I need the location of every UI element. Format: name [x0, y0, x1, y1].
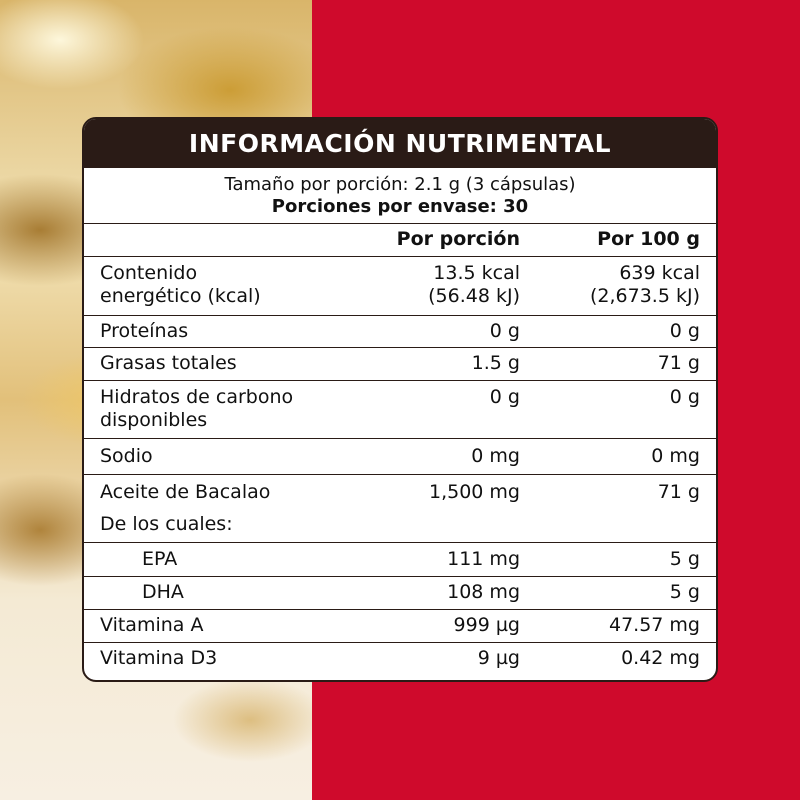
per-serving-value: 0 g: [489, 386, 520, 408]
per-100g-value: 639 kcal (2,673.5 kJ): [590, 262, 700, 307]
row-sublabel: De los cuales:: [100, 513, 233, 535]
per-serving-value: 13.5 kcal (56.48 kJ): [428, 262, 520, 307]
row-label: Sodio: [100, 445, 153, 467]
row-label: Contenido energético (kcal): [100, 262, 261, 307]
per-serving-value: 0 mg: [471, 445, 520, 467]
serving-info: Tamaño por porción: 2.1 g (3 cápsulas) P…: [84, 168, 716, 224]
per-100g-value: 0 g: [669, 320, 700, 342]
per-serving-value: 9 µg: [477, 647, 520, 669]
per-serving-value: 111 mg: [447, 548, 520, 570]
per-100g-value: 71 g: [657, 481, 700, 503]
table-row-vitamin-a: Vitamina A 999 µg 47.57 mg: [84, 610, 716, 643]
table-row-energy: Contenido energético (kcal) 13.5 kcal (56.…: [84, 257, 716, 316]
serving-size: Tamaño por porción: 2.1 g (3 cápsulas): [224, 174, 576, 195]
per-100g-value: 0 mg: [651, 445, 700, 467]
column-header-row: Por porción Por 100 g: [84, 224, 716, 257]
per-100g-value: 71 g: [657, 352, 700, 374]
table-row-sodium: Sodio 0 mg 0 mg: [84, 439, 716, 475]
row-label: Vitamina A: [100, 614, 204, 636]
column-header-per-serving: Por porción: [396, 228, 520, 250]
row-label: Hidratos de carbono disponibles: [100, 386, 294, 431]
per-100g-value: 0.42 mg: [621, 647, 700, 669]
table-row-vitamin-d3: Vitamina D3 9 µg 0.42 mg: [84, 643, 716, 679]
servings-per-container: Porciones por envase: 30: [271, 196, 529, 217]
per-serving-value: 999 µg: [453, 614, 520, 636]
row-label: Aceite de Bacalao: [100, 481, 271, 503]
row-label: EPA: [142, 548, 178, 570]
table-row-cod-liver-oil: Aceite de Bacalao 1,500 mg 71 g De los c…: [84, 475, 716, 543]
row-label: Proteínas: [100, 320, 189, 342]
row-label: Grasas totales: [100, 352, 237, 374]
per-serving-value: 1,500 mg: [428, 481, 520, 503]
per-100g-value: 47.57 mg: [608, 614, 700, 636]
panel-title: INFORMACIÓN NUTRIMENTAL: [84, 119, 716, 168]
table-row-epa: EPA 111 mg 5 g: [84, 543, 716, 577]
nutrition-facts-panel: INFORMACIÓN NUTRIMENTAL Tamaño por porci…: [82, 117, 718, 682]
row-label: Vitamina D3: [100, 647, 218, 669]
per-100g-value: 5 g: [669, 548, 700, 570]
table-row-protein: Proteínas 0 g 0 g: [84, 316, 716, 348]
table-row-total-fat: Grasas totales 1.5 g 71 g: [84, 348, 716, 381]
table-row-dha: DHA 108 mg 5 g: [84, 577, 716, 610]
per-100g-value: 0 g: [669, 386, 700, 408]
per-serving-value: 108 mg: [447, 581, 520, 603]
per-serving-value: 1.5 g: [471, 352, 520, 374]
per-serving-value: 0 g: [489, 320, 520, 342]
table-row-carbohydrates: Hidratos de carbono disponibles 0 g 0 g: [84, 381, 716, 439]
per-100g-value: 5 g: [669, 581, 700, 603]
column-header-per-100g: Por 100 g: [597, 228, 700, 250]
row-label: DHA: [142, 581, 184, 603]
